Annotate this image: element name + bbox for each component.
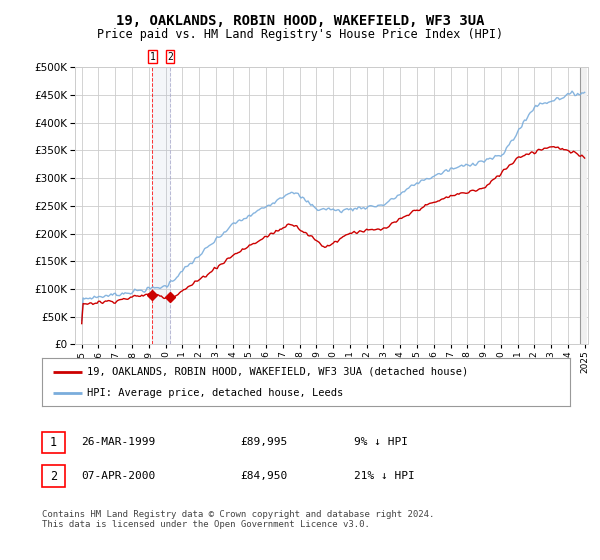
Text: HPI: Average price, detached house, Leeds: HPI: Average price, detached house, Leed… <box>87 388 343 398</box>
Text: 19, OAKLANDS, ROBIN HOOD, WAKEFIELD, WF3 3UA (detached house): 19, OAKLANDS, ROBIN HOOD, WAKEFIELD, WF3… <box>87 367 468 377</box>
Bar <box>580 67 586 344</box>
Text: 19, OAKLANDS, ROBIN HOOD, WAKEFIELD, WF3 3UA: 19, OAKLANDS, ROBIN HOOD, WAKEFIELD, WF3… <box>116 14 484 28</box>
Text: 07-APR-2000: 07-APR-2000 <box>81 471 155 481</box>
Text: 1: 1 <box>149 52 155 62</box>
Text: 21% ↓ HPI: 21% ↓ HPI <box>354 471 415 481</box>
Text: Contains HM Land Registry data © Crown copyright and database right 2024.
This d: Contains HM Land Registry data © Crown c… <box>42 510 434 529</box>
Text: 1: 1 <box>50 436 57 449</box>
Text: 2: 2 <box>167 52 173 62</box>
Text: £89,995: £89,995 <box>240 437 287 447</box>
Bar <box>152 67 170 344</box>
Text: 26-MAR-1999: 26-MAR-1999 <box>81 437 155 447</box>
Text: 9% ↓ HPI: 9% ↓ HPI <box>354 437 408 447</box>
Text: £84,950: £84,950 <box>240 471 287 481</box>
Text: 2: 2 <box>50 469 57 483</box>
Text: Price paid vs. HM Land Registry's House Price Index (HPI): Price paid vs. HM Land Registry's House … <box>97 28 503 41</box>
